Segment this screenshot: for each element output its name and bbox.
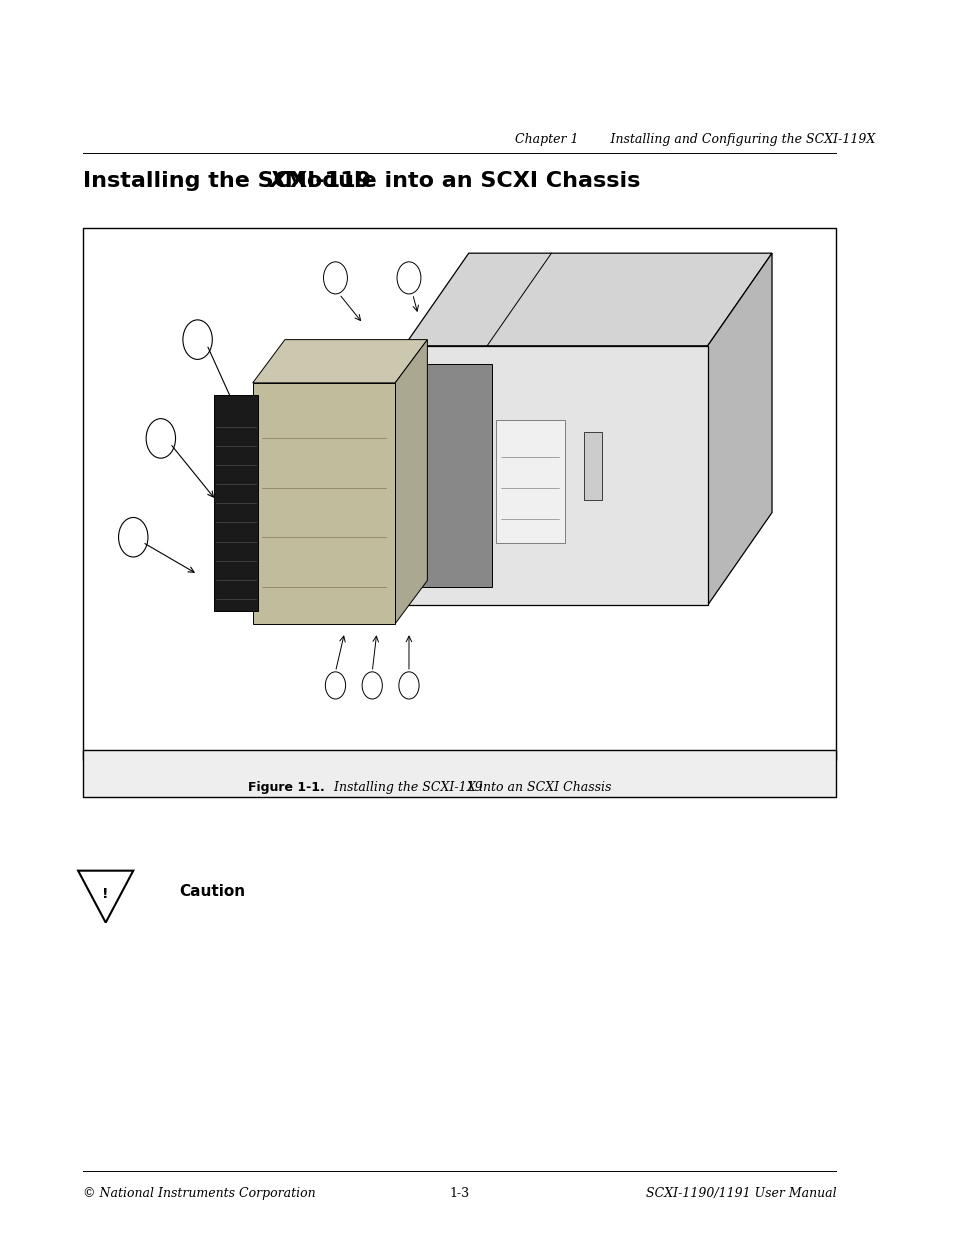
Text: !: !	[102, 887, 109, 902]
Text: Module into an SCXI Chassis: Module into an SCXI Chassis	[276, 172, 639, 191]
Bar	[409, 364, 491, 587]
Text: Installing the SCXI-119: Installing the SCXI-119	[326, 782, 482, 794]
Bar	[583, 432, 601, 500]
Text: Chapter 1        Installing and Configuring the SCXI-119X: Chapter 1 Installing and Configuring the…	[514, 132, 874, 146]
Polygon shape	[78, 871, 133, 923]
Text: 1-3: 1-3	[449, 1187, 469, 1200]
Text: into an SCXI Chassis: into an SCXI Chassis	[475, 782, 611, 794]
Text: © National Instruments Corporation: © National Instruments Corporation	[83, 1187, 315, 1200]
Text: Figure 1-1.: Figure 1-1.	[248, 782, 325, 794]
Bar	[253, 383, 395, 624]
Text: Installing the SCXI-119: Installing the SCXI-119	[83, 172, 371, 191]
Text: X: X	[466, 782, 476, 794]
Polygon shape	[253, 340, 427, 383]
Bar	[83, 750, 836, 797]
Bar	[213, 395, 258, 611]
Bar	[404, 346, 707, 605]
Text: Caution: Caution	[179, 884, 245, 899]
Text: SCXI-1190/1191 User Manual: SCXI-1190/1191 User Manual	[645, 1187, 836, 1200]
Text: X: X	[269, 172, 286, 191]
Bar	[83, 228, 836, 760]
Polygon shape	[404, 253, 771, 346]
Bar	[496, 420, 564, 543]
Polygon shape	[707, 253, 771, 605]
Polygon shape	[395, 340, 427, 624]
